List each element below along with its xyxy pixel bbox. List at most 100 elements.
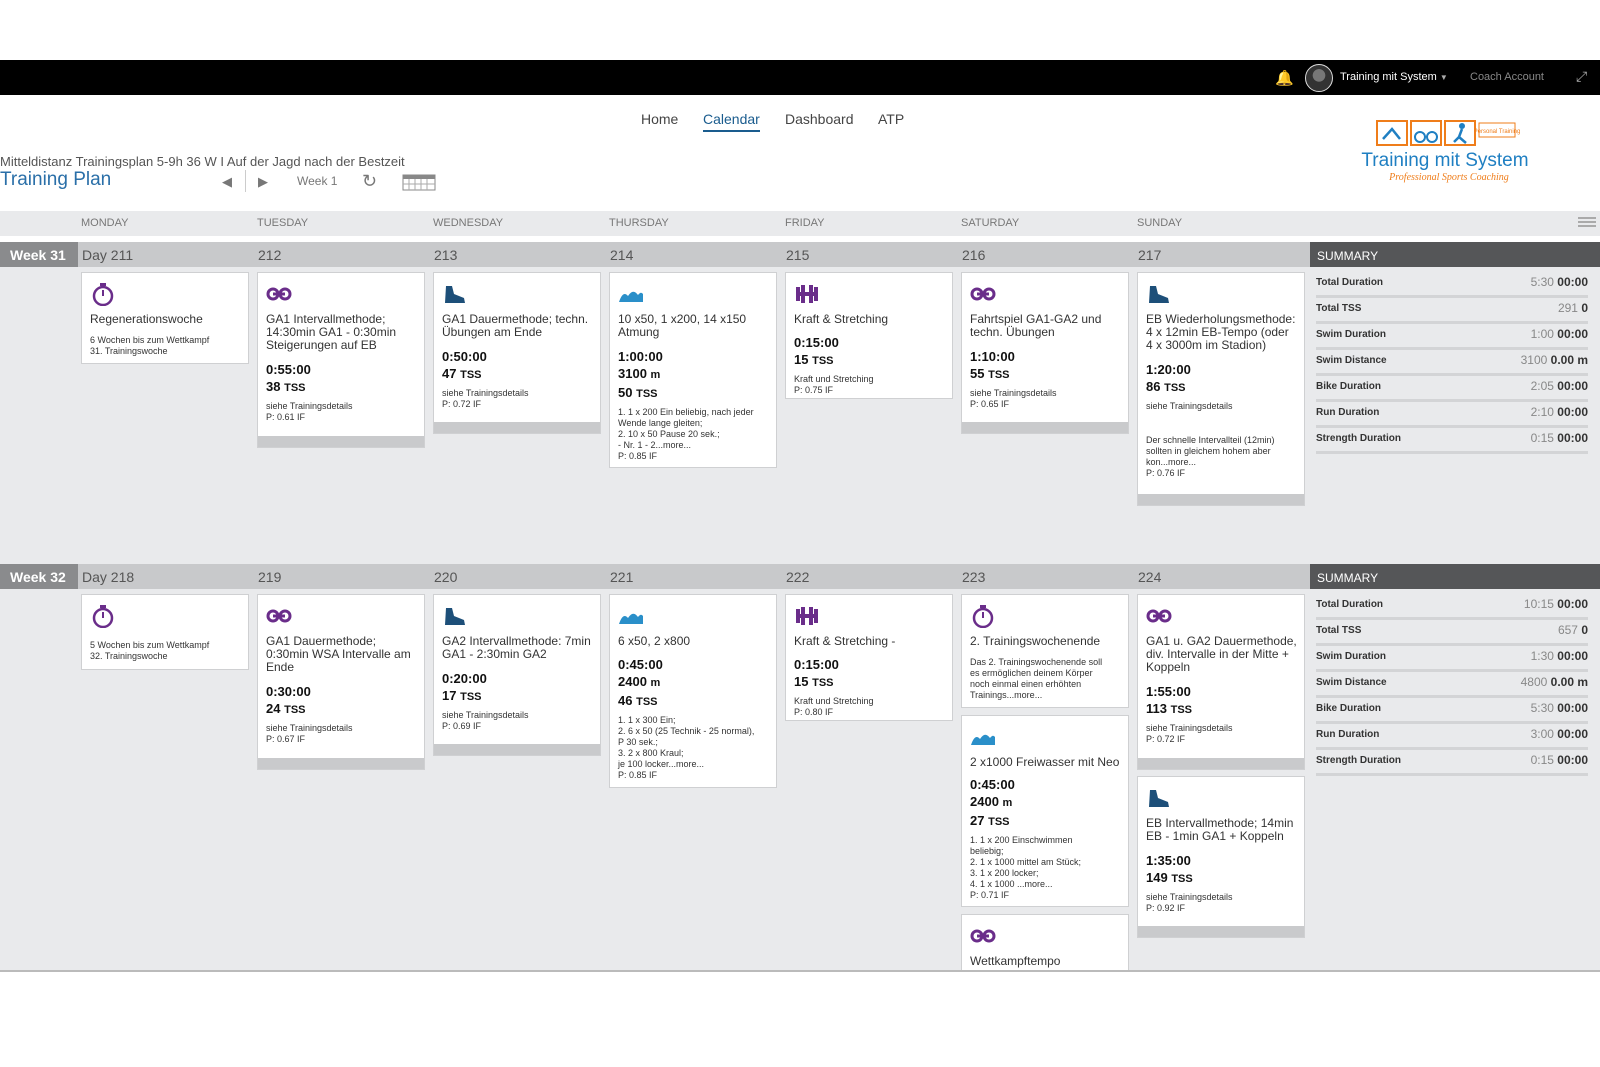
menu-icon[interactable] — [1578, 217, 1596, 227]
day-number: Day 218 — [82, 569, 135, 585]
workout-card[interactable]: Kraft & Stretching - 0:15:00 15 TSS Kraf… — [785, 594, 953, 721]
workout-title: GA1 Dauermethode; 0:30min WSA Intervalle… — [266, 634, 411, 674]
workout-card[interactable]: 2. Trainingswochenende Das 2. Trainingsw… — [961, 594, 1129, 708]
workout-note: kon...more... — [1146, 457, 1197, 467]
summary-value: 4800 0.00 m — [1521, 675, 1588, 689]
expand-icon[interactable]: ⤢ — [1576, 68, 1588, 84]
day-number: 221 — [610, 569, 634, 585]
workout-title: GA1 Dauermethode; techn. Übungen am Ende — [442, 312, 589, 339]
tss-value: 47 — [442, 366, 457, 381]
week-label[interactable]: Week 32 — [0, 564, 78, 589]
dumbbell-icon — [796, 285, 818, 303]
workout-card[interactable]: GA1 Dauermethode; 0:30min WSA Intervalle… — [257, 594, 425, 770]
workout-details: 0:45:00 2400 m 46 TSS 1. 1 x 300 Ein; 2.… — [618, 656, 770, 781]
workout-card[interactable]: GA1 Dauermethode; techn. Übungen am Ende… — [433, 272, 601, 434]
distance-unit: m — [650, 369, 661, 381]
summary-label: Swim Distance — [1316, 355, 1387, 366]
summary-label: Bike Duration — [1316, 381, 1382, 392]
summary-actual: 00:00 — [1557, 727, 1588, 741]
day-header: MONDAY TUESDAY WEDNESDAY THURSDAY FRIDAY… — [0, 211, 1600, 236]
tss-value: 38 — [266, 379, 281, 394]
intensity-profile — [1138, 751, 1304, 769]
workout-card[interactable]: GA1 u. GA2 Dauermethode, div. Intervalle… — [1137, 594, 1305, 770]
intensity-profile — [962, 415, 1128, 433]
workout-title: 2 x1000 Freiwasser mit Neo — [970, 755, 1120, 769]
top-bar: 🔔 Training mit System ▼ Coach Account ⤢ — [0, 60, 1600, 95]
workout-title: EB Wiederholungsmethode: 4 x 12min EB-Te… — [1146, 312, 1296, 352]
workout-note: 3. 1 x 200 locker; — [970, 868, 1039, 878]
workout-card[interactable]: Wettkampftempo — [961, 914, 1129, 970]
day-number: 216 — [962, 247, 986, 263]
summary-row: Swim Duration 1:30 00:00 — [1316, 646, 1588, 672]
summary-value: 10:15 00:00 — [1524, 597, 1588, 611]
workout-note: siehe Trainingsdetails — [1146, 723, 1233, 733]
summary-value: 3100 0.00 m — [1521, 353, 1588, 367]
summary-row: Total Duration 10:15 00:00 — [1316, 594, 1588, 620]
workout-title: 10 x50, 1 x200, 14 x150 Atmung — [618, 312, 747, 339]
workout-note: siehe Trainingsdetails — [442, 388, 529, 398]
tss-unit: TSS — [460, 691, 482, 703]
workout-card[interactable]: 10 x50, 1 x200, 14 x150 Atmung 1:00:00 3… — [609, 272, 777, 468]
workout-note: 6 Wochen bis zum Wettkampf — [90, 335, 210, 345]
summary-row: Swim Duration 1:00 00:00 — [1316, 324, 1588, 350]
workout-note: 2. 10 x 50 Pause 20 sek.; — [618, 429, 720, 439]
workout-card[interactable]: GA2 Intervallmethode: 7min GA1 - 2:30min… — [433, 594, 601, 756]
workout-card[interactable]: GA1 Intervallmethode; 14:30min GA1 - 0:3… — [257, 272, 425, 448]
calendar-icon[interactable] — [402, 173, 436, 191]
summary-value: 657 0 — [1558, 623, 1588, 637]
next-week-icon[interactable]: ▶ — [258, 174, 268, 189]
workout-card[interactable]: 6 x50, 2 x800 0:45:00 2400 m 46 TSS 1. 1… — [609, 594, 777, 788]
nav-atp[interactable]: ATP — [878, 111, 905, 127]
summary-label: Strength Duration — [1316, 433, 1401, 444]
workout-duration: 0:30:00 — [266, 684, 311, 699]
nav-dashboard[interactable]: Dashboard — [785, 111, 854, 127]
workout-note: P: 0.67 IF — [266, 734, 306, 744]
tss-value: 24 — [266, 701, 281, 716]
workout-note: P: 0.85 IF — [618, 451, 658, 461]
workout-card[interactable]: EB Wiederholungsmethode: 4 x 12min EB-Te… — [1137, 272, 1305, 506]
intensity-profile — [434, 415, 600, 433]
bell-icon[interactable]: 🔔 — [1275, 70, 1294, 87]
workout-card[interactable]: 5 Wochen bis zum Wettkampf 32. Trainings… — [81, 594, 249, 670]
stopwatch-icon — [92, 283, 114, 306]
workout-card[interactable]: 2 x1000 Freiwasser mit Neo 0:45:00 2400 … — [961, 715, 1129, 907]
week-label[interactable]: Week 31 — [0, 242, 78, 267]
stopwatch-icon — [972, 605, 994, 628]
stopwatch-icon — [92, 605, 114, 628]
workout-note: 1. 1 x 200 Einschwimmen — [970, 835, 1073, 845]
prev-week-icon[interactable]: ◀ — [222, 174, 232, 189]
week-selector[interactable]: Week 1 — [297, 174, 338, 188]
coach-account-link[interactable]: Coach Account — [1470, 71, 1544, 83]
summary-actual: 00:00 — [1557, 701, 1588, 715]
nav-home[interactable]: Home — [641, 111, 679, 127]
summary-actual: 0 — [1581, 623, 1588, 637]
workout-title: GA2 Intervallmethode: 7min GA1 - 2:30min… — [442, 634, 591, 661]
tss-unit: TSS — [284, 382, 306, 394]
workout-card[interactable]: Fahrtspiel GA1-GA2 und techn. Übungen 1:… — [961, 272, 1129, 434]
summary-planned: 291 — [1557, 301, 1578, 315]
summary-planned: 0:15 — [1530, 753, 1554, 767]
workout-note: Der schnelle Intervallteil (12min) — [1146, 435, 1275, 445]
day-wednesday: WEDNESDAY — [433, 217, 504, 229]
tss-value: 46 — [618, 693, 633, 708]
tss-unit: TSS — [988, 369, 1010, 381]
summary-planned: 1:00 — [1530, 327, 1554, 341]
workout-details: 0:50:00 47 TSS siehe Trainingsdetails P:… — [442, 348, 594, 410]
day-number: 224 — [1138, 569, 1162, 585]
day-number: 219 — [258, 569, 282, 585]
workout-card[interactable]: Regenerationswoche 6 Wochen bis zum Wett… — [81, 272, 249, 364]
workout-details: 1:55:00 113 TSS siehe Trainingsdetails P… — [1146, 683, 1298, 745]
summary-value: 1:00 00:00 — [1531, 327, 1588, 341]
summary-value: 0:15 00:00 — [1531, 753, 1588, 767]
workout-card[interactable]: EB Intervallmethode; 14min EB - 1min GA1… — [1137, 776, 1305, 938]
day-tuesday: TUESDAY — [257, 217, 309, 229]
user-menu[interactable]: Training mit System ▼ — [1340, 71, 1448, 83]
avatar[interactable] — [1305, 64, 1333, 92]
summary-planned: 4800 — [1520, 675, 1548, 689]
nav-calendar[interactable]: Calendar — [703, 111, 760, 132]
workout-card[interactable]: Kraft & Stretching 0:15:00 15 TSS Kraft … — [785, 272, 953, 399]
refresh-icon[interactable]: ↻ — [362, 171, 378, 191]
tss-value: 15 — [794, 674, 809, 689]
summary-value: 5:30 00:00 — [1531, 701, 1588, 715]
plan-subtitle: Mitteldistanz Trainingsplan 5-9h 36 W I … — [0, 154, 405, 169]
